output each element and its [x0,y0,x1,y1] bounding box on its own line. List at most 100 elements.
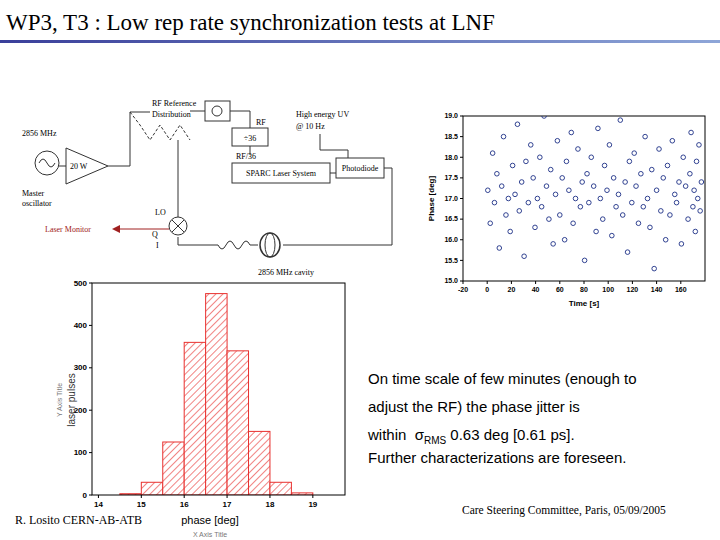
point [620,213,625,218]
paragraph-line: adjust the RF) the phase jitter is [368,398,580,415]
point [629,200,634,205]
point [497,246,502,251]
y-tick-label: 17.5 [444,174,458,181]
x-tick-label: 140 [651,286,663,293]
plot-frame [92,283,345,495]
x-tick-label: 15 [137,500,146,509]
y-axis-label: Phase [deg] [427,175,436,221]
point [553,192,558,197]
point [643,134,648,139]
y-tick-label: 400 [74,321,88,330]
cavity [260,233,280,257]
diagram-label: RF Reference [152,99,197,108]
point [607,143,612,148]
phase-shifter [205,101,230,121]
footer-right: Care Steering Committee, Paris, 05/09/20… [462,504,666,517]
axis-title-placeholder: Y Axis Title [56,383,63,417]
arrow-head [112,225,120,233]
histogram-bar [141,482,162,495]
point [670,138,675,143]
cavity-signal [190,241,258,249]
x-tick-label: 14 [94,500,103,509]
diagram-label: LO [155,208,166,217]
point [488,221,493,226]
text-span: 0.63 deg [0.61 ps]. [446,426,574,443]
point [544,184,549,189]
y-tick [89,367,92,368]
y-tick [460,136,463,137]
point [695,196,700,201]
x-tick-label: 20 [508,286,516,293]
slide: WP3, T3 : Low rep rate synchronization t… [0,0,720,540]
cavity-inner [265,233,275,257]
point [542,116,547,118]
bars [120,294,313,495]
x-tick-label: 0 [485,286,489,293]
point [510,163,515,168]
diagram-label: RF/36 [236,152,256,161]
x-tick-label: 18 [266,500,275,509]
paragraph-line: On time scale of few minutes (enough to [368,370,636,387]
diagram-label: ÷36 [244,134,256,143]
point [598,196,603,201]
y-tick [460,116,463,117]
mixer [169,217,187,235]
point [517,209,522,214]
y-tick-label: 19.0 [444,112,458,119]
text-span: within σ [367,426,425,443]
y-tick-label: 500 [74,279,88,288]
point [589,155,594,160]
point [654,188,659,193]
point [679,242,684,247]
point [689,130,694,135]
plot-frame [463,116,705,281]
x-tick-label: 120 [627,286,639,293]
oscillator-symbol [35,151,59,175]
histogram-bar [184,342,205,495]
point [528,143,533,148]
diagram-label: Master [22,189,45,198]
title: WP3, T3 : Low rep rate synchronization t… [6,10,495,35]
point [558,213,563,218]
point [531,176,536,181]
amplifier [66,148,108,184]
connector [283,168,392,245]
diagram-label: Q [152,230,158,239]
histogram-bar [206,294,227,495]
text-block: On time scale of few minutes (enough to a… [367,370,636,466]
photodiode-box [336,158,384,178]
point [632,151,637,156]
point [576,147,581,152]
y-tick-label: 16.0 [444,236,458,243]
y-tick [460,239,463,240]
point [560,176,565,181]
y-tick [460,198,463,199]
point [495,171,500,176]
point [555,138,560,143]
point [602,163,607,168]
diagram-label: 20 W [70,162,88,171]
mixer-cross [172,220,184,232]
x-tick-label: 17 [223,500,232,509]
x-tick-label: 80 [580,286,588,293]
y-tick-label: 300 [74,363,88,372]
connector [190,111,205,112]
scatter-chart: -2002040608010012014016015.015.516.016.5… [427,112,705,308]
point [694,159,699,164]
x-tick [227,495,228,498]
point [539,204,544,209]
footer-left: R. Losito CERN-AB-ATB [15,513,142,527]
point [645,196,650,201]
point [562,237,567,242]
y-tick [89,410,92,411]
point [649,167,654,172]
point [596,126,601,131]
title-rule [0,40,720,43]
connector [59,166,66,167]
y-tick [460,157,463,158]
y-tick [89,283,92,284]
point [648,225,653,230]
x-tick-label: 100 [602,286,614,293]
point [567,188,572,193]
point [506,196,511,201]
